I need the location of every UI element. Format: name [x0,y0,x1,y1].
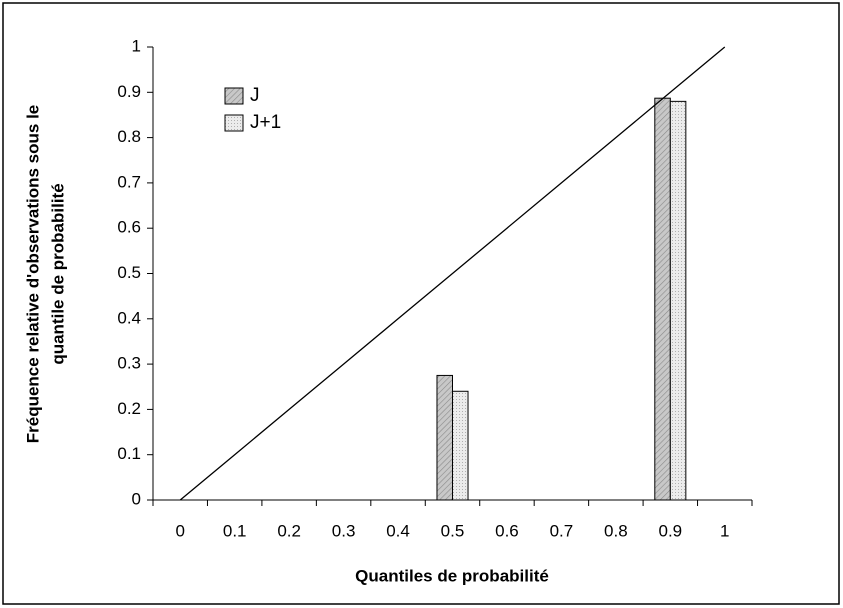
y-tick-label: 0.1 [117,444,141,463]
legend-swatch [224,114,244,132]
legend-label: J+1 [250,112,281,133]
x-tick-label: 0.7 [550,521,574,540]
y-tick-label: 1 [132,36,141,55]
x-tick-label: 0.5 [441,521,465,540]
reference-line [179,46,726,501]
x-tick-label: 0.8 [604,521,628,540]
legend-label: J [250,85,260,106]
x-axis-title: Quantiles de probabilité [355,566,549,585]
y-tick-label: 0.8 [117,127,141,146]
x-tick-label: 0.4 [386,521,410,540]
x-tick-label: 0.9 [658,521,682,540]
y-tick-label: 0.9 [117,82,141,101]
bar [452,390,469,501]
bar [436,374,454,501]
bar [669,100,687,501]
y-tick-label: 0 [132,489,141,508]
y-tick-label: 0.5 [117,263,141,282]
x-tick-label: 0.3 [332,521,356,540]
bar [654,97,671,501]
x-tick-label: 0.2 [277,521,301,540]
y-axis-title: Fréquence relative d'observations sous l… [23,105,42,444]
x-tick-label: 0.6 [495,521,519,540]
x-tick-label: 0 [175,521,184,540]
y-tick-label: 0.2 [117,399,141,418]
y-tick-label: 0.6 [117,218,141,237]
y-axis-title: quantile de probabilité [48,183,67,364]
x-tick-label: 1 [720,521,729,540]
y-tick-label: 0.4 [117,308,141,327]
x-tick-label: 0.1 [223,521,247,540]
y-tick-label: 0.7 [117,172,141,191]
y-tick-label: 0.3 [117,354,141,373]
legend-swatch [224,87,244,105]
